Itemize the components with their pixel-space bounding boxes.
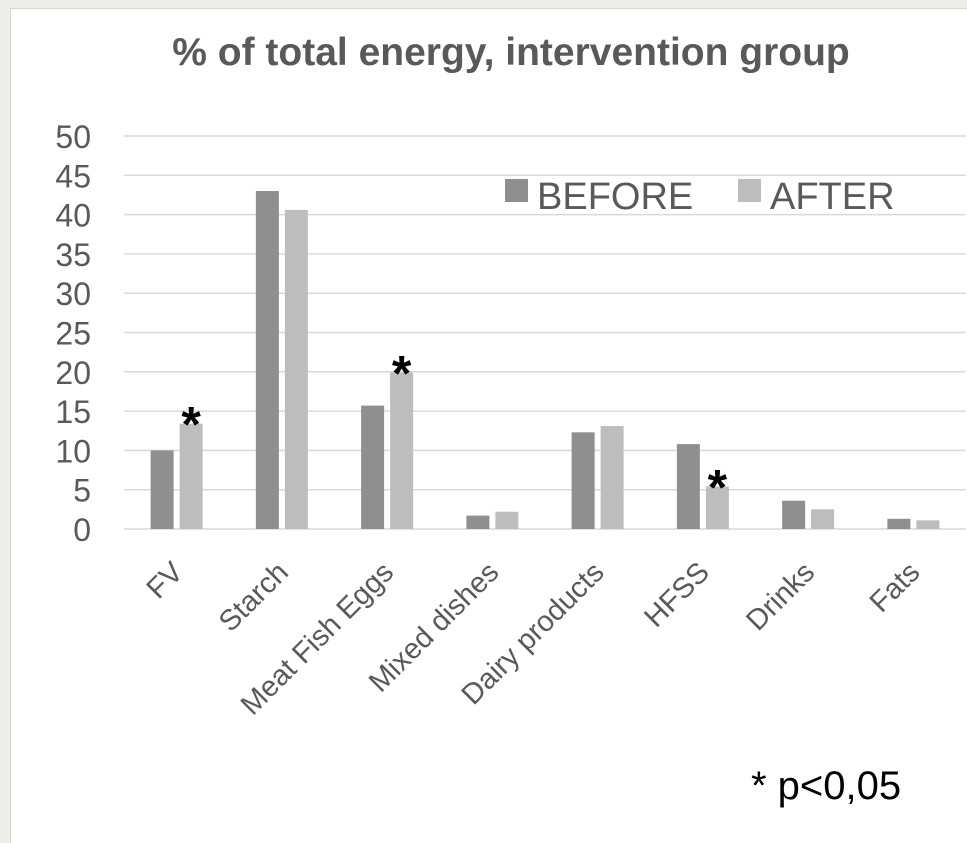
x-tick-label: Starch xyxy=(213,556,295,638)
y-tick-label: 45 xyxy=(55,158,91,194)
bar-before xyxy=(676,444,700,529)
bar-before xyxy=(361,405,385,529)
x-tick-label: FV xyxy=(141,556,190,605)
bar-before xyxy=(782,500,806,529)
bar-before xyxy=(255,191,279,529)
y-tick-label: 0 xyxy=(73,512,91,548)
y-tick-label: 10 xyxy=(55,433,91,469)
y-tick-label: 30 xyxy=(55,276,91,312)
bar-after xyxy=(916,520,940,529)
y-tick-label: 15 xyxy=(55,394,91,430)
y-tick-label: 40 xyxy=(55,198,91,234)
bar-after xyxy=(811,509,835,529)
legend-swatch-before xyxy=(505,179,528,202)
y-tick-label: 50 xyxy=(55,119,91,155)
bar-after xyxy=(600,426,624,529)
bar-before xyxy=(887,518,911,529)
bar-after xyxy=(495,511,519,529)
significance-asterisk: * xyxy=(708,460,728,516)
bars xyxy=(150,191,940,529)
bar-before xyxy=(150,450,174,529)
bar-after xyxy=(284,209,308,529)
bar-before xyxy=(466,515,490,529)
bar-chart: % of total energy, intervention group 05… xyxy=(55,31,966,808)
x-tick-label: Drinks xyxy=(740,556,821,637)
footnote: * p<0,05 xyxy=(751,764,901,808)
bar-after xyxy=(705,486,729,529)
x-tick-label: Fats xyxy=(864,556,927,619)
y-tick-label: 5 xyxy=(73,473,91,509)
bar-after xyxy=(390,372,414,529)
legend-swatch-after xyxy=(738,179,761,202)
significance-asterisk: * xyxy=(392,346,412,402)
chart-title: % of total energy, intervention group xyxy=(172,31,849,74)
legend-label-before: BEFORE xyxy=(537,176,693,218)
y-tick-label: 35 xyxy=(55,237,91,273)
y-tick-label: 25 xyxy=(55,316,91,352)
bar-before xyxy=(571,432,595,529)
x-tick-label: HFSS xyxy=(639,556,716,633)
legend: BEFORE AFTER xyxy=(505,176,895,218)
significance-asterisk: * xyxy=(181,397,201,453)
legend-label-after: AFTER xyxy=(770,176,895,218)
bar-after xyxy=(179,423,203,529)
significance-markers: * * * xyxy=(181,346,727,516)
y-tick-label: 20 xyxy=(55,355,91,391)
